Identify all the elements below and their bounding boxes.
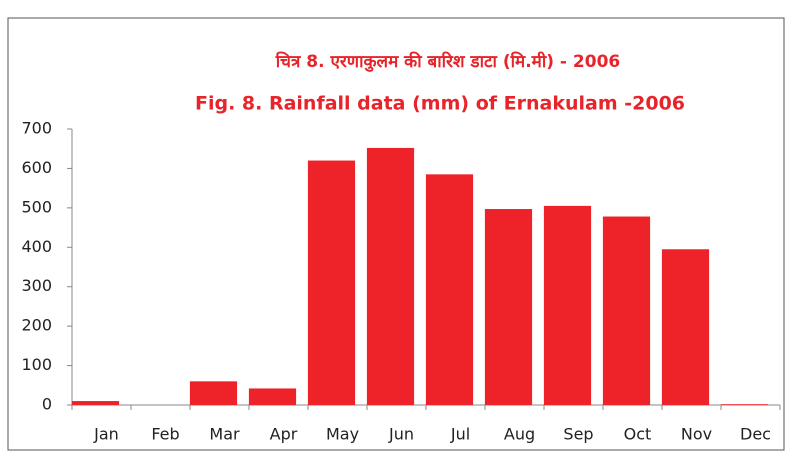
bar	[425, 174, 474, 405]
y-tick-label: 100	[21, 355, 52, 374]
bar	[720, 404, 769, 405]
y-tick-label: 0	[42, 395, 52, 414]
x-tick-label: Aug	[504, 425, 535, 444]
y-tick-label: 400	[21, 237, 52, 256]
bar	[602, 216, 651, 405]
x-tick-label: Sep	[563, 425, 593, 444]
chart-subtitle: चित्र 8. एरणाकुलम की बारिश डाटा (मि.मी) …	[275, 51, 620, 72]
x-tick-label: Oct	[624, 425, 652, 444]
y-tick-label: 700	[21, 119, 52, 138]
bar	[484, 209, 533, 405]
x-tick-label: Jan	[93, 425, 119, 444]
y-tick-label: 200	[21, 316, 52, 335]
y-tick-label: 300	[21, 276, 52, 295]
chart-title: Fig. 8. Rainfall data (mm) of Ernakulam …	[195, 93, 685, 115]
x-tick-label: Mar	[209, 425, 240, 444]
x-tick-label: Apr	[270, 425, 298, 444]
y-tick-label: 600	[21, 158, 52, 177]
x-tick-label: Nov	[681, 425, 712, 444]
x-tick-label: Feb	[151, 425, 179, 444]
bar	[661, 249, 710, 405]
bar	[189, 381, 238, 405]
x-tick-label: Dec	[740, 425, 771, 444]
bar	[71, 401, 120, 405]
x-tick-label: May	[326, 425, 359, 444]
y-tick-label: 500	[21, 197, 52, 216]
bar	[307, 160, 356, 405]
bar	[248, 388, 297, 405]
chart-border	[7, 17, 785, 451]
bar	[366, 147, 415, 405]
bar	[543, 205, 592, 405]
x-tick-label: Jun	[388, 425, 414, 444]
x-tick-label: Jul	[450, 425, 470, 444]
